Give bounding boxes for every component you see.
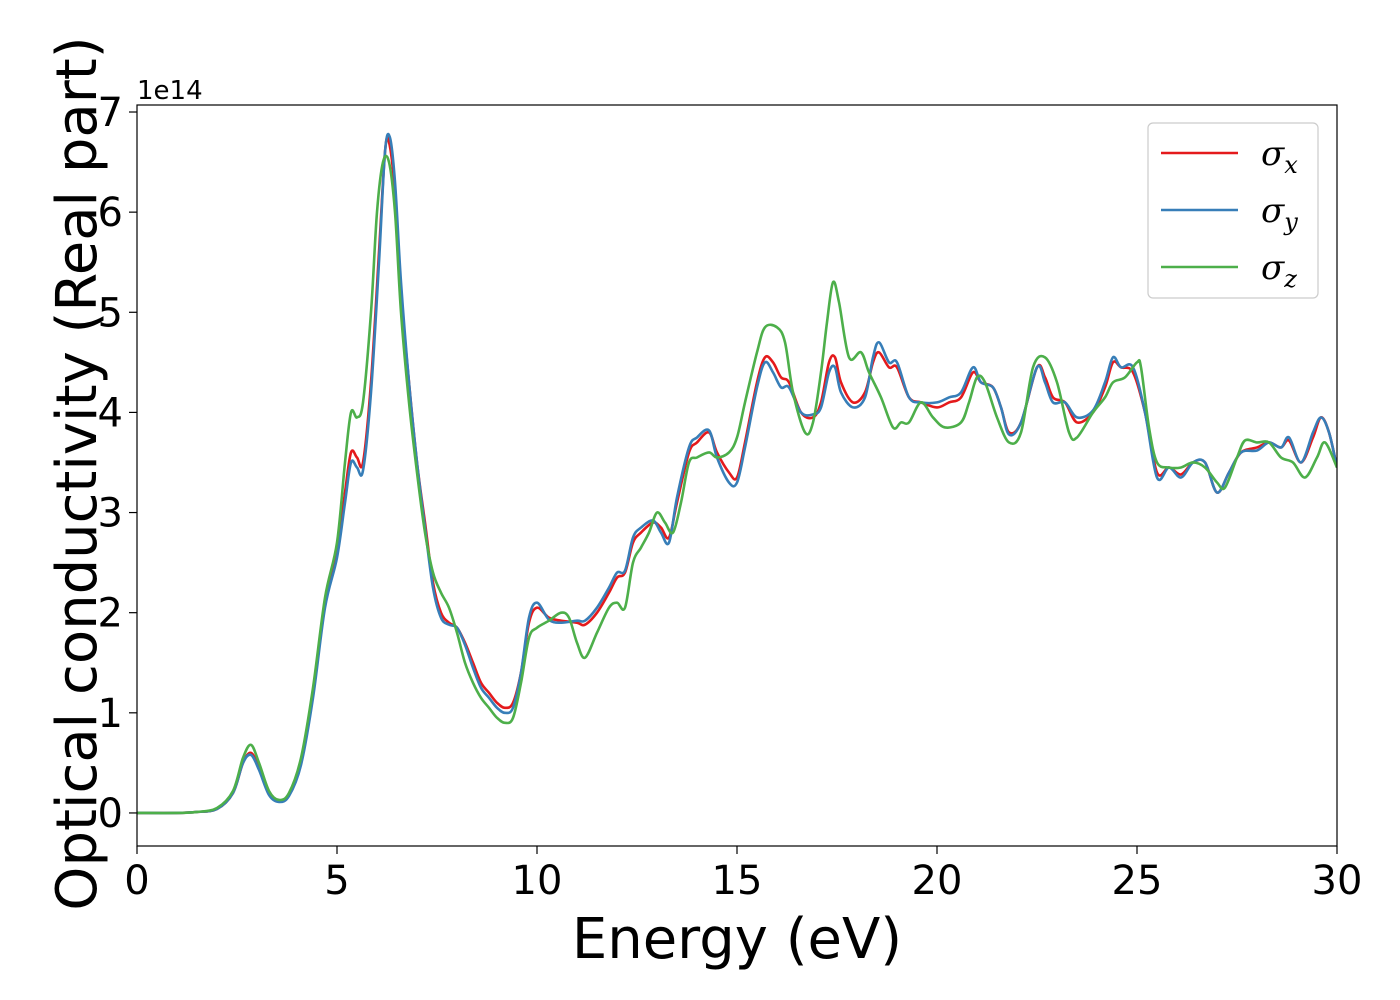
y-tick-label: 3 (98, 491, 123, 537)
x-tick-label: 25 (1112, 858, 1163, 904)
x-tick-label: 15 (712, 858, 763, 904)
series-line-sigma-z (137, 154, 1337, 815)
x-tick-label: 0 (124, 858, 149, 904)
series-layer (137, 132, 1337, 815)
y-tick-label: 6 (98, 190, 123, 236)
y-tick-label: 4 (98, 390, 123, 436)
y-tick-label: 5 (98, 290, 123, 336)
y-axis: 0 1 2 3 4 5 6 7 (98, 90, 137, 837)
x-axis: 0 5 10 15 20 25 30 (124, 846, 1362, 904)
x-tick-label: 20 (912, 858, 963, 904)
series-line-sigma-y (137, 132, 1337, 815)
x-tick-label: 30 (1312, 858, 1363, 904)
y-tick-label: 1 (98, 691, 123, 737)
y-tick-label: 0 (98, 791, 123, 837)
x-tick-label: 10 (512, 858, 563, 904)
y-scale-multiplier: 1e14 (137, 76, 203, 106)
y-axis-title: Optical conductivity (Real part) (45, 36, 110, 910)
x-tick-label: 5 (324, 858, 349, 904)
x-axis-title: Energy (eV) (572, 907, 902, 972)
y-tick-label: 2 (98, 591, 123, 637)
y-tick-label: 7 (98, 90, 123, 136)
